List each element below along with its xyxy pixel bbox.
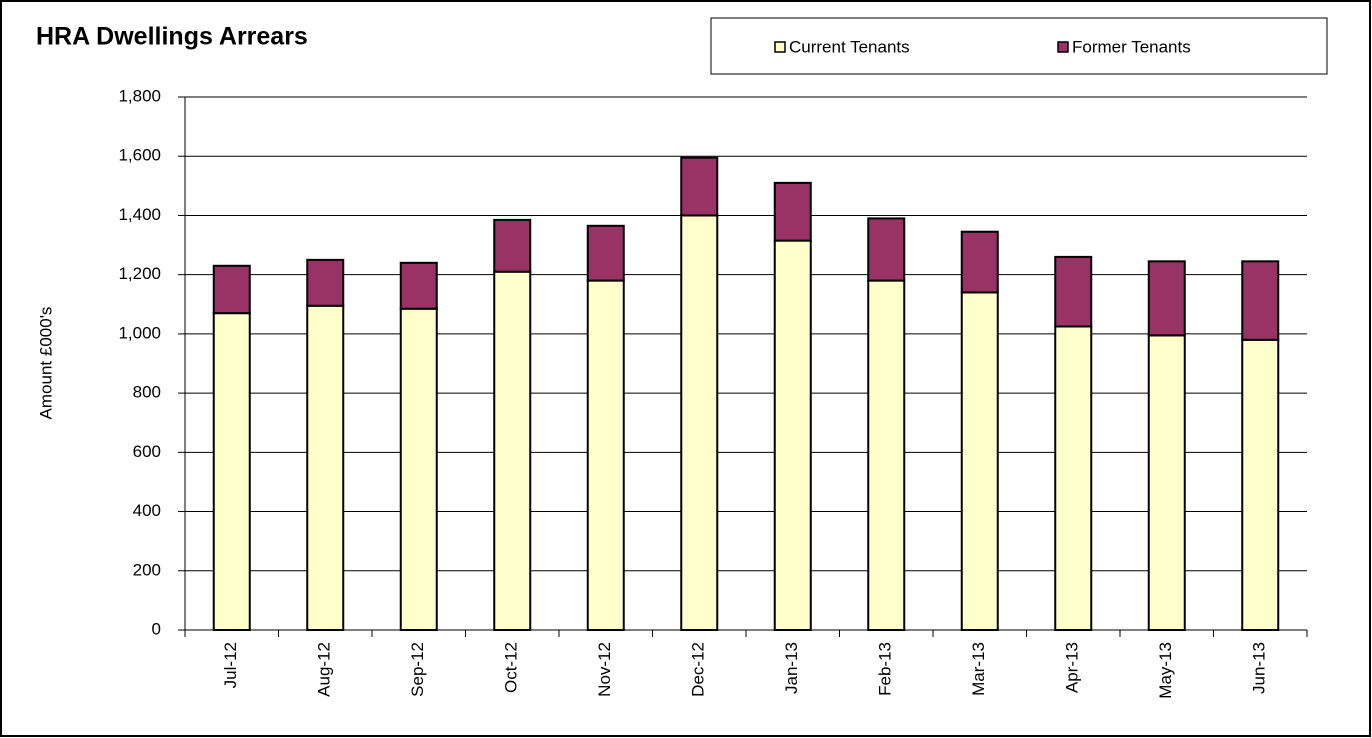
legend-label: Current Tenants: [789, 37, 910, 56]
bar-segment: [867, 279, 906, 631]
x-tick-label: Jul-12: [221, 642, 240, 688]
bar-segment: [1147, 260, 1186, 337]
y-axis-label: Amount £000's: [36, 307, 55, 420]
y-tick-label: 400: [133, 501, 161, 520]
x-tick-label: Oct-12: [502, 642, 521, 693]
bar-segment: [1241, 260, 1280, 341]
bar-segment: [399, 261, 438, 310]
bar-segment: [1054, 255, 1093, 328]
bar-segment: [773, 181, 812, 242]
legend-label: Former Tenants: [1072, 37, 1191, 56]
legend-box: [710, 17, 1328, 75]
x-tick-label: Dec-12: [689, 642, 708, 697]
bar-segment: [867, 217, 906, 282]
y-tick-label: 1,600: [118, 146, 161, 165]
bar-segment: [493, 270, 532, 631]
bar-segment: [960, 230, 999, 294]
bar-segment: [1241, 338, 1280, 631]
chart-title: HRA Dwellings Arrears: [36, 23, 308, 51]
bar-segment: [1147, 334, 1186, 631]
legend-swatch: [1057, 41, 1069, 53]
bar-segment: [212, 312, 251, 631]
bar-segment: [960, 291, 999, 631]
bar-segment: [680, 214, 719, 631]
bar-segment: [306, 304, 345, 631]
bar-segment: [306, 258, 345, 307]
x-tick-label: Aug-12: [315, 642, 334, 697]
y-tick-label: 1,800: [118, 86, 161, 105]
y-tick-label: 1,400: [118, 205, 161, 224]
bar-segment: [1054, 325, 1093, 631]
bar-segment: [586, 279, 625, 631]
x-tick-label: Jan-13: [782, 642, 801, 694]
legend-swatch: [774, 41, 786, 53]
bar-segment: [212, 264, 251, 315]
x-tick-label: May-13: [1156, 642, 1175, 699]
x-tick-label: Mar-13: [969, 642, 988, 696]
x-tick-label: Jun-13: [1250, 642, 1269, 694]
bar-segment: [773, 239, 812, 631]
bar-segment: [399, 307, 438, 631]
bar-segment: [680, 156, 719, 217]
y-tick-label: 600: [133, 442, 161, 461]
y-tick-label: 1,200: [118, 264, 161, 283]
bar-segment: [586, 224, 625, 282]
y-tick-label: 800: [133, 383, 161, 402]
bar-segment: [493, 218, 532, 273]
x-tick-label: Sep-12: [408, 642, 427, 697]
y-tick-label: 200: [133, 560, 161, 579]
x-tick-label: Feb-13: [876, 642, 895, 696]
y-tick-label: 1,000: [118, 323, 161, 342]
y-tick-label: 0: [152, 619, 161, 638]
x-tick-label: Apr-13: [1063, 642, 1082, 693]
x-tick-label: Nov-12: [595, 642, 614, 697]
